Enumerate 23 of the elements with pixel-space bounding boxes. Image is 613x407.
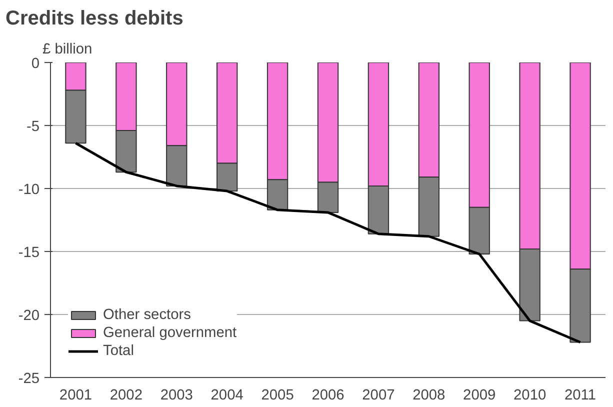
x-tick-label: 2003 <box>160 388 193 404</box>
x-tick-label: 2002 <box>110 388 142 404</box>
y-axis-title: £ billion <box>42 42 92 58</box>
x-tick-label: 2004 <box>210 388 244 404</box>
x-tick-label: 2001 <box>59 388 92 404</box>
legend-label: Other sectors <box>103 307 191 323</box>
legend-label: General government <box>103 325 237 341</box>
chart-title: Credits less debits <box>6 8 184 30</box>
y-tick-label: -10 <box>18 182 40 198</box>
x-tick-label: 2009 <box>463 388 496 404</box>
x-tick-label: 2006 <box>312 388 344 404</box>
y-tick-label: -25 <box>18 371 40 387</box>
line-series <box>74 142 582 344</box>
x-tick-label: 2007 <box>362 388 395 404</box>
legend-label: Total <box>103 343 134 359</box>
y-tick-label: 0 <box>31 56 40 72</box>
x-tick-label: 2010 <box>514 388 546 404</box>
y-tick-label: -15 <box>18 245 40 261</box>
x-tick-label: 2011 <box>564 388 596 404</box>
y-tick-label: -5 <box>26 119 40 135</box>
x-tick-label: 2005 <box>261 388 294 404</box>
y-tick-label: -20 <box>18 308 40 324</box>
x-tick-label: 2008 <box>412 388 446 404</box>
